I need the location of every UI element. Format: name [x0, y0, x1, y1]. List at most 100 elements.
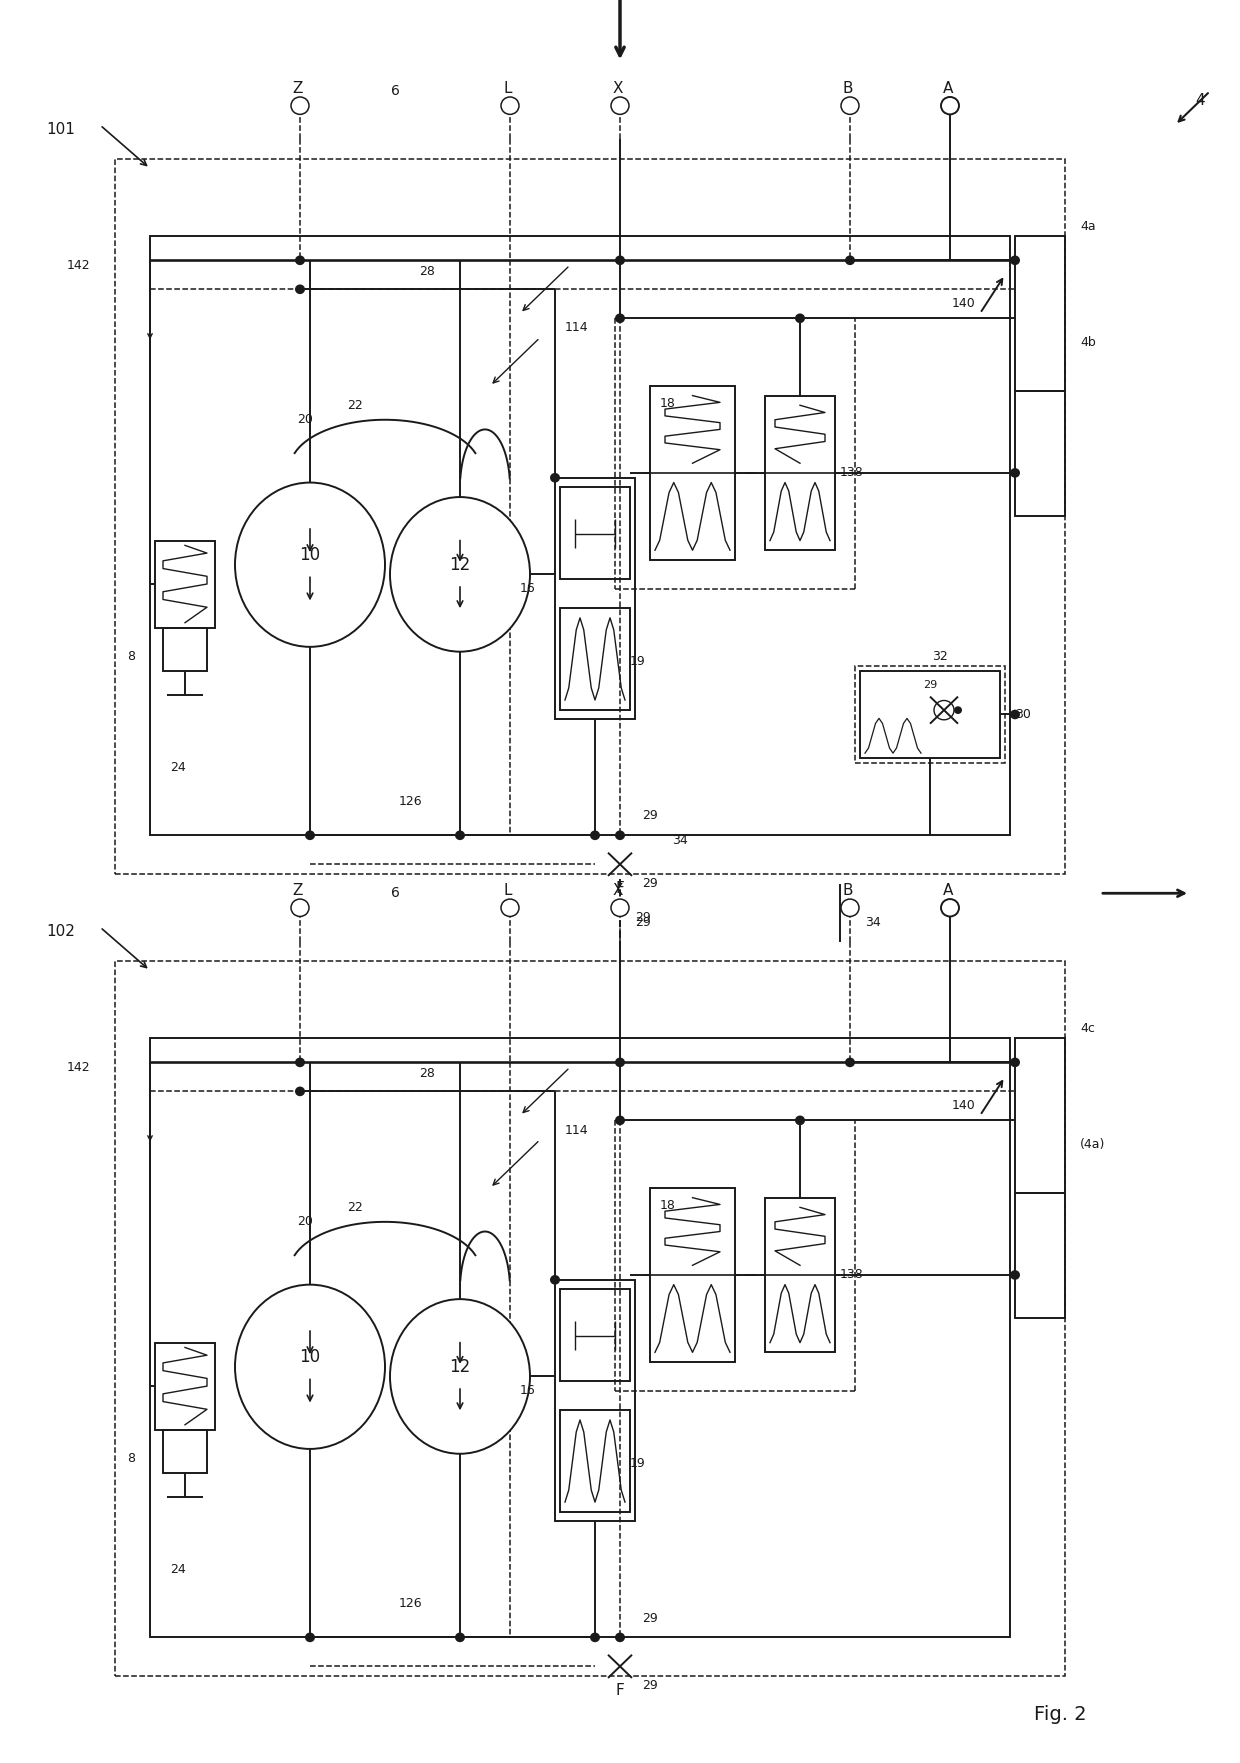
Circle shape [551, 1275, 560, 1285]
Circle shape [615, 1116, 625, 1125]
Circle shape [615, 256, 625, 264]
Circle shape [615, 830, 625, 841]
Bar [1016, 391, 1065, 517]
Text: 4: 4 [1195, 93, 1205, 108]
Bar [560, 487, 630, 580]
Bar [556, 1280, 635, 1521]
Text: 18: 18 [660, 1199, 676, 1211]
Circle shape [1011, 256, 1021, 264]
Text: 138: 138 [839, 1269, 864, 1282]
Text: F: F [615, 1684, 625, 1698]
Text: 29: 29 [642, 809, 658, 823]
Text: 19: 19 [630, 1456, 646, 1470]
Circle shape [841, 899, 859, 917]
Bar [1016, 1194, 1065, 1319]
Ellipse shape [236, 483, 384, 647]
Text: 142: 142 [67, 259, 91, 272]
Text: 16: 16 [520, 582, 534, 596]
Bar [115, 159, 1065, 874]
Circle shape [590, 1633, 600, 1641]
Text: 8: 8 [126, 651, 135, 663]
Bar [150, 236, 1011, 836]
Text: X: X [613, 81, 624, 95]
Text: 4b: 4b [1080, 337, 1096, 349]
Circle shape [844, 1058, 856, 1067]
Text: 12: 12 [449, 555, 471, 573]
Circle shape [1011, 1269, 1021, 1280]
Bar [650, 386, 735, 561]
Text: A: A [942, 883, 954, 897]
Text: 29: 29 [635, 915, 651, 929]
Circle shape [295, 284, 305, 294]
Text: 19: 19 [630, 654, 646, 668]
Circle shape [1011, 467, 1021, 478]
Text: 126: 126 [398, 1597, 422, 1610]
Circle shape [455, 1633, 465, 1641]
Ellipse shape [391, 1299, 529, 1454]
Bar [155, 541, 215, 628]
Text: 18: 18 [660, 397, 676, 409]
Circle shape [305, 830, 315, 841]
Circle shape [291, 899, 309, 917]
Circle shape [795, 314, 805, 323]
Text: 28: 28 [419, 1067, 435, 1081]
Text: 34: 34 [866, 915, 880, 929]
Text: 10: 10 [299, 547, 321, 564]
Bar [765, 395, 835, 550]
Text: Z: Z [293, 81, 304, 95]
Text: 29: 29 [642, 1678, 658, 1692]
Text: 30: 30 [1016, 709, 1030, 721]
Text: 4c: 4c [1080, 1023, 1095, 1035]
Bar [560, 608, 630, 710]
Text: (4a): (4a) [1080, 1139, 1105, 1151]
Circle shape [611, 899, 629, 917]
Bar [556, 478, 635, 719]
Circle shape [844, 256, 856, 264]
Bar [162, 1430, 207, 1474]
Bar [155, 1343, 215, 1430]
Text: 138: 138 [839, 467, 864, 480]
Text: 8: 8 [126, 1453, 135, 1465]
Text: 102: 102 [46, 924, 74, 940]
Text: 34: 34 [672, 834, 688, 846]
Text: 20: 20 [298, 1215, 312, 1229]
Text: 6: 6 [391, 85, 399, 99]
Text: 140: 140 [951, 298, 975, 310]
Bar [650, 1188, 735, 1363]
Bar [150, 1038, 1011, 1638]
Bar [162, 628, 207, 672]
Circle shape [305, 1633, 315, 1641]
Circle shape [934, 700, 954, 719]
Text: 140: 140 [951, 1100, 975, 1112]
Circle shape [615, 314, 625, 323]
Text: 126: 126 [398, 795, 422, 807]
Text: 6: 6 [391, 887, 399, 901]
Text: 24: 24 [170, 1564, 186, 1576]
Circle shape [615, 1633, 625, 1641]
Text: 22: 22 [347, 398, 363, 413]
Text: L: L [503, 81, 512, 95]
Circle shape [1011, 1058, 1021, 1067]
Circle shape [795, 1116, 805, 1125]
Text: L: L [503, 883, 512, 897]
Text: 4a: 4a [1080, 220, 1096, 233]
Circle shape [615, 1058, 625, 1067]
Circle shape [941, 97, 959, 115]
Circle shape [295, 256, 305, 264]
Text: Z: Z [293, 883, 304, 897]
Circle shape [941, 899, 959, 917]
Circle shape [295, 1086, 305, 1097]
Circle shape [295, 1058, 305, 1067]
Text: B: B [843, 81, 853, 95]
Bar [765, 1197, 835, 1352]
Bar [115, 961, 1065, 1677]
Circle shape [501, 97, 520, 115]
Text: 32: 32 [932, 651, 947, 663]
Text: 101: 101 [46, 122, 74, 138]
Text: 114: 114 [565, 1123, 589, 1137]
Text: B: B [843, 883, 853, 897]
Circle shape [455, 830, 465, 841]
Text: 114: 114 [565, 321, 589, 335]
Text: 28: 28 [419, 266, 435, 279]
Bar [560, 1410, 630, 1511]
